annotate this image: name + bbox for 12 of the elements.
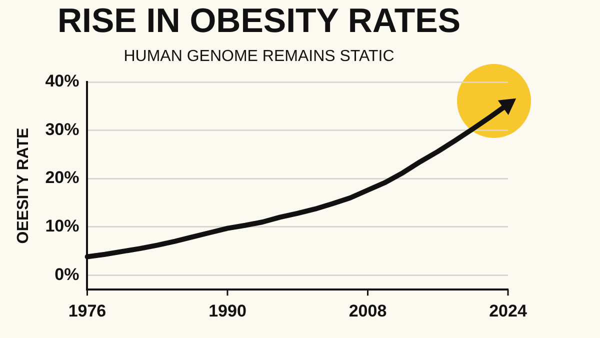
chart-subtitle: HUMAN GENOME REMAINS STATIC	[124, 48, 394, 65]
x-tick-label: 2024	[489, 301, 528, 320]
y-tick-label: 10%	[45, 216, 80, 236]
y-axis-title: OEESITY RATE	[15, 128, 32, 244]
x-tick-label: 1976	[68, 301, 106, 320]
y-tick-label: 0%	[54, 264, 80, 284]
x-tick-label: 2008	[348, 301, 387, 320]
y-tick-label: 40%	[45, 72, 80, 91]
chart-title: RISE IN OBESITY RATES	[57, 2, 461, 40]
x-tick-label: 1990	[208, 301, 246, 320]
y-tick-label: 30%	[45, 120, 80, 139]
y-tick-label: 20%	[45, 168, 80, 188]
